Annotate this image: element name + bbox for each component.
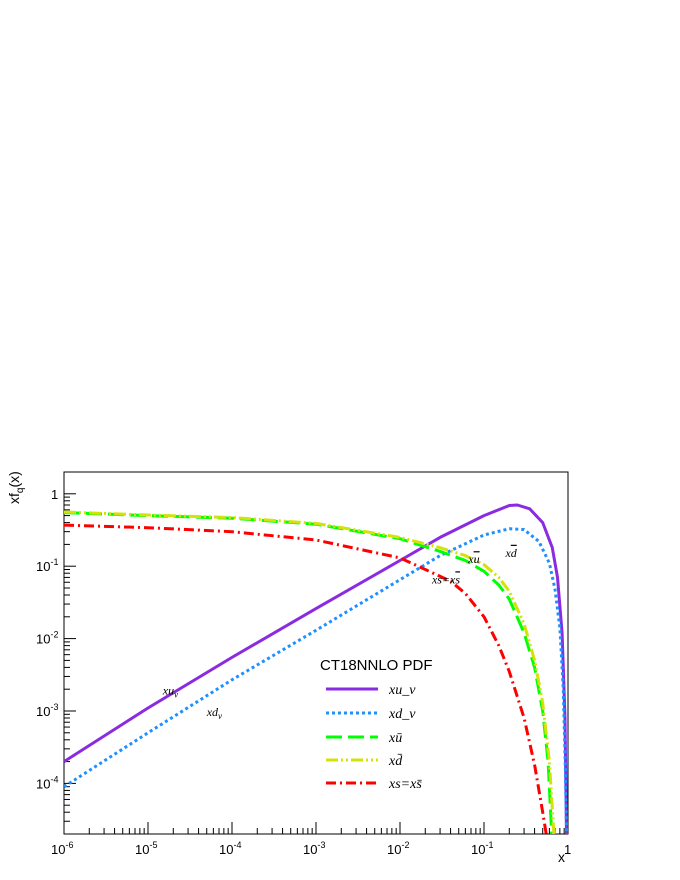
y-tick-labels: 10-4 10-3 10-2 10-1 1 xyxy=(36,487,58,792)
series-line-1 xyxy=(64,527,568,834)
legend-title: CT18NNLO PDF xyxy=(320,657,433,674)
annotation-dv: xdv xyxy=(206,705,222,721)
x-tick-label: 10-5 xyxy=(135,840,157,857)
x-tick-label: 10-4 xyxy=(219,840,241,857)
annotation-dbar: xd xyxy=(504,546,517,560)
series-line-4 xyxy=(64,523,548,834)
y-tick-label: 10-4 xyxy=(36,774,58,791)
axis-ticks xyxy=(63,471,569,835)
y-axis-title-arg: (x) xyxy=(6,471,22,487)
y-tick-label: 10-1 xyxy=(36,557,58,574)
y-axis-title: xfq(x) xyxy=(6,471,26,504)
series-line-3 xyxy=(64,510,556,834)
y-axis-title-sub: q xyxy=(15,488,26,494)
x-tick-label: 10-6 xyxy=(51,840,73,857)
legend-label-2: xū xyxy=(388,731,402,746)
y-tick-label: 10-2 xyxy=(36,630,58,647)
curve-annotations: xuv xdv xu xd xs=xs xyxy=(162,546,518,721)
series-line-2 xyxy=(64,511,554,834)
legend-label-0: xu_v xyxy=(388,683,416,698)
x-tick-label: 10-1 xyxy=(471,840,493,857)
series-line-0 xyxy=(64,503,568,834)
x-tick-label: 1 xyxy=(564,842,571,857)
legend-label-4: xs=xs̄ xyxy=(388,777,422,792)
x-axis-title: x xyxy=(558,849,565,865)
legend-label-3: xd̄ xyxy=(388,753,403,769)
x-tick-labels: 10-6 10-5 10-4 10-3 10-2 10-1 1 xyxy=(51,840,571,857)
x-tick-label: 10-3 xyxy=(303,840,325,857)
x-tick-label: 10-2 xyxy=(387,840,409,857)
y-tick-label: 1 xyxy=(51,487,58,502)
legend-label-1: xd_v xyxy=(388,707,416,722)
annotation-uv: xuv xyxy=(162,683,178,699)
legend-items: xu_v xd_v xū xd̄ xs=xs̄ xyxy=(326,683,422,792)
legend: CT18NNLO PDF xu_v xd_v xū xd̄ xs=xs̄ xyxy=(320,657,433,792)
annotation-s: xs=xs xyxy=(431,572,460,586)
pdf-curves xyxy=(64,503,568,834)
annotation-ubar: xu xyxy=(467,552,479,566)
y-tick-label: 10-3 xyxy=(36,702,58,719)
y-axis-title-main: xf xyxy=(6,493,22,504)
